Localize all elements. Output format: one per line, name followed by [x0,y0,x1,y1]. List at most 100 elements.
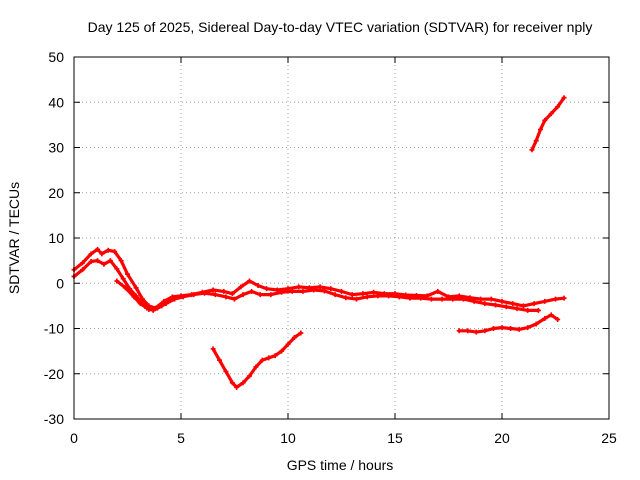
data-point [456,328,462,334]
data-point [95,246,101,252]
data-point [516,326,522,332]
data-point [95,258,101,264]
data-point [482,301,488,307]
data-point [240,380,246,386]
data-point [112,249,118,255]
y-axis-label: SDTVAR / TECUs [6,182,22,294]
data-point [114,266,120,272]
data-point [321,288,327,294]
data-point [234,384,240,390]
data-point [538,126,544,132]
chart-title: Day 125 of 2025, Sidereal Day-to-day VTE… [88,19,593,35]
data-point [386,293,392,299]
series-late-low-segment [457,313,560,334]
data-point [482,328,488,334]
data-point [150,307,156,313]
data-point [332,292,338,298]
x-axis-label: GPS time / hours [287,457,394,473]
data-point [317,284,323,290]
y-tick-label: 20 [48,185,64,201]
data-point [353,296,359,302]
x-tick-label: 15 [387,430,403,446]
y-tick-label: -30 [44,411,64,427]
y-tick-label: 0 [56,275,64,291]
data-point [289,288,295,294]
data-point [223,294,229,300]
data-point [510,301,516,307]
data-point [488,296,494,302]
data-point [542,298,548,304]
data-point [279,289,285,295]
data-point [548,312,554,318]
data-point [131,294,137,300]
data-point [364,294,370,300]
data-point [137,301,143,307]
ticks: 0 5 10 15 20 25 -30 -20 -10 0 10 20 30 40 50 [44,49,617,446]
data-point [246,373,252,379]
data-point [144,305,150,311]
data-point [159,303,165,309]
data-point [99,251,105,257]
data-point [525,325,531,331]
data-point [339,288,344,294]
data-point [210,346,216,352]
x-tick-label: 25 [601,430,617,446]
data-point [460,296,466,302]
data-point [133,285,139,291]
data-point [349,292,355,298]
data-point [396,294,402,300]
data-point [407,295,413,301]
data-point [531,301,537,307]
data-point [542,316,548,322]
data-series-group [71,95,567,390]
data-point [375,293,381,299]
y-tick-label: 40 [48,94,64,110]
data-point [493,302,499,308]
data-point [533,138,539,144]
data-point [246,278,252,284]
data-point [163,301,169,307]
data-point [529,147,535,153]
data-point [490,326,496,331]
data-point [360,291,366,297]
data-point [88,259,94,265]
data-point [279,348,285,354]
data-point [465,328,471,334]
data-point [125,271,130,277]
x-tick-label: 0 [70,430,78,446]
data-point [259,357,265,363]
data-point [428,296,434,302]
data-point [249,288,255,294]
data-point [120,276,126,282]
data-point [118,258,124,264]
y-tick-label: -10 [44,321,64,337]
data-point [525,307,531,313]
data-point [478,296,484,302]
data-point [296,284,302,290]
data-point [172,296,178,302]
data-point [80,267,86,273]
data-point [520,303,526,309]
data-point [238,284,244,290]
data-point [229,380,235,386]
data-point [268,292,274,298]
data-point [418,295,424,301]
y-tick-label: 50 [48,49,64,65]
data-point [266,355,272,361]
data-point [371,289,377,295]
data-point [272,353,278,359]
data-point [471,298,477,304]
data-point [533,321,539,327]
data-point [202,290,208,296]
data-point [240,292,246,298]
data-point [107,258,113,264]
data-point [311,287,317,293]
data-point [101,261,107,267]
data-point [114,278,120,284]
data-point [535,307,541,313]
data-point [503,304,509,310]
data-point [439,296,445,302]
data-point [105,247,111,253]
x-tick-label: 5 [177,430,185,446]
data-point [300,288,306,294]
